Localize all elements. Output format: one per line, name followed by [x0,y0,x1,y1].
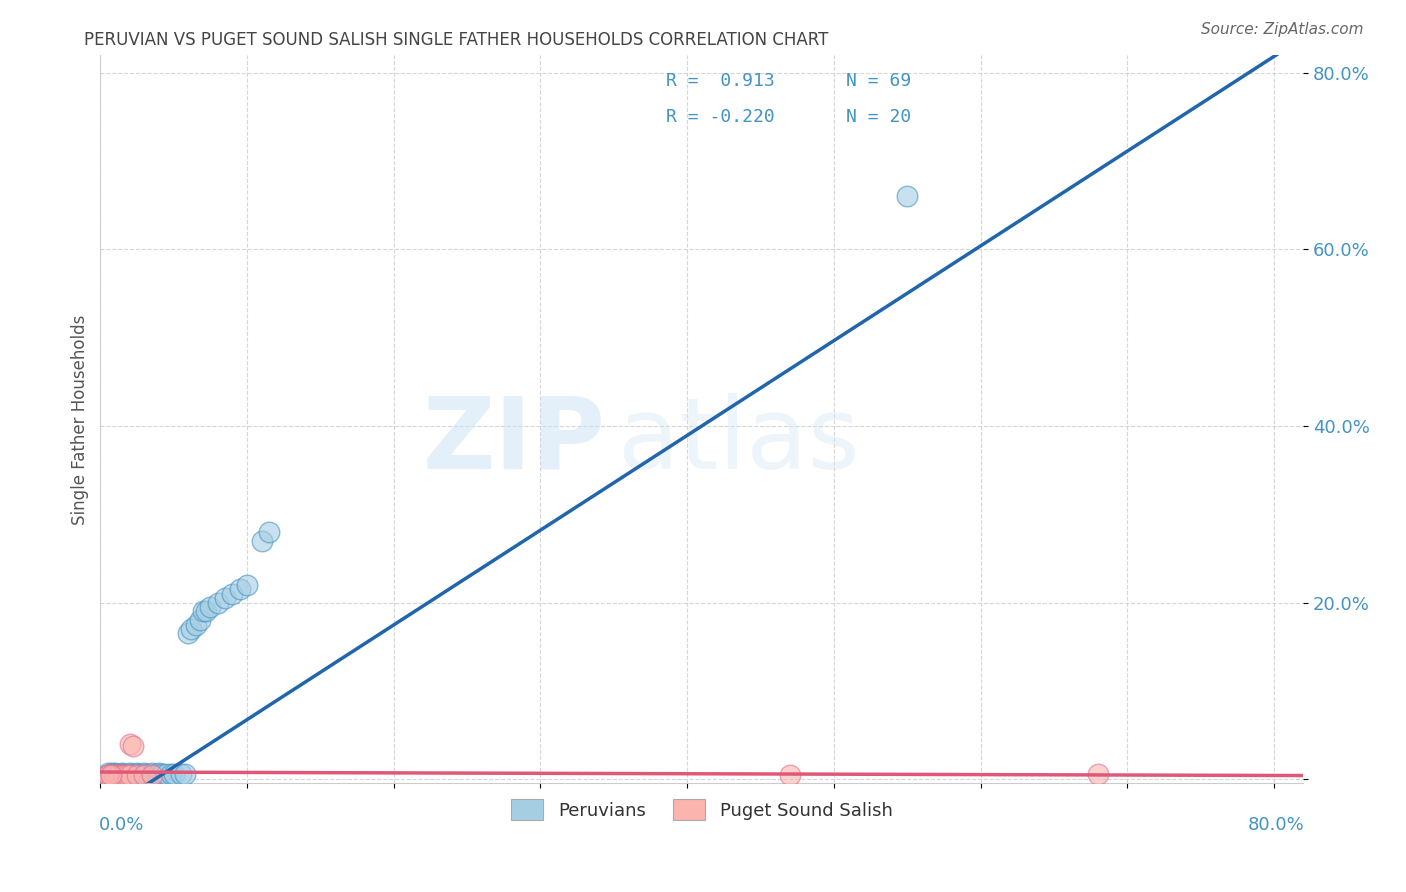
Point [111,766,134,780]
Point [97,767,120,781]
Point [163,766,186,780]
Point [97,768,120,782]
Point [121,766,143,780]
Point [896,189,918,203]
Point [107,766,129,780]
Point [174,766,197,780]
Point [145,766,167,780]
Point [141,767,163,781]
Point [108,767,131,781]
Point [134,765,156,780]
Point [117,766,139,780]
Point [125,767,148,781]
Y-axis label: Single Father Households: Single Father Households [72,314,89,524]
Point [148,767,170,781]
Point [122,767,145,781]
Point [111,767,134,781]
Point [107,767,129,781]
Text: R =  0.913: R = 0.913 [666,71,775,89]
Point [118,767,141,781]
Text: PERUVIAN VS PUGET SOUND SALISH SINGLE FATHER HOUSEHOLDS CORRELATION CHART: PERUVIAN VS PUGET SOUND SALISH SINGLE FA… [84,31,828,49]
Point [207,595,229,609]
Point [125,765,148,780]
Point [184,617,207,632]
Text: N = 20: N = 20 [846,108,911,126]
Point [105,767,128,781]
Point [155,766,177,780]
Point [191,604,214,618]
Point [100,767,122,781]
Point [103,767,125,781]
Point [104,767,127,781]
Point [170,766,193,780]
Point [104,767,127,781]
Point [250,533,273,548]
Point [112,767,135,781]
Point [97,767,120,781]
Text: atlas: atlas [617,392,859,490]
Point [148,765,170,780]
Point [112,767,135,781]
Point [108,767,131,781]
Point [129,766,152,780]
Point [177,626,200,640]
Point [125,767,148,781]
Point [115,767,138,781]
Point [200,599,222,614]
Point [257,524,280,539]
Text: Source: ZipAtlas.com: Source: ZipAtlas.com [1201,22,1364,37]
Text: 80.0%: 80.0% [1247,816,1305,834]
Point [128,767,150,781]
Point [134,767,156,781]
Point [118,767,141,781]
Point [100,766,122,780]
Point [221,587,243,601]
Point [110,766,132,780]
Point [121,739,143,753]
Point [134,767,156,781]
Point [180,622,202,636]
Point [188,613,211,627]
Point [120,767,142,781]
Point [100,767,122,781]
Point [141,765,163,780]
Point [111,767,134,781]
Point [141,767,163,781]
Text: ZIP: ZIP [423,392,606,490]
Point [779,767,801,781]
Point [131,767,153,781]
Point [104,765,127,780]
Point [228,582,250,597]
Point [105,767,128,781]
Point [101,765,124,780]
Point [150,766,173,780]
Text: 0.0%: 0.0% [100,816,145,834]
Point [194,604,217,618]
Point [114,766,136,780]
Point [111,765,134,780]
Point [159,766,181,780]
Point [124,766,146,780]
Point [97,765,120,780]
Point [97,767,120,781]
Point [136,766,159,780]
Point [118,737,141,751]
Point [236,578,259,592]
Point [118,765,141,780]
Point [214,591,236,606]
Text: R = -0.220: R = -0.220 [666,108,775,126]
Point [1087,766,1109,780]
Point [115,767,138,781]
Point [104,766,127,780]
Legend: Peruvians, Puget Sound Salish: Peruvians, Puget Sound Salish [498,787,905,833]
Text: N = 69: N = 69 [846,71,911,89]
